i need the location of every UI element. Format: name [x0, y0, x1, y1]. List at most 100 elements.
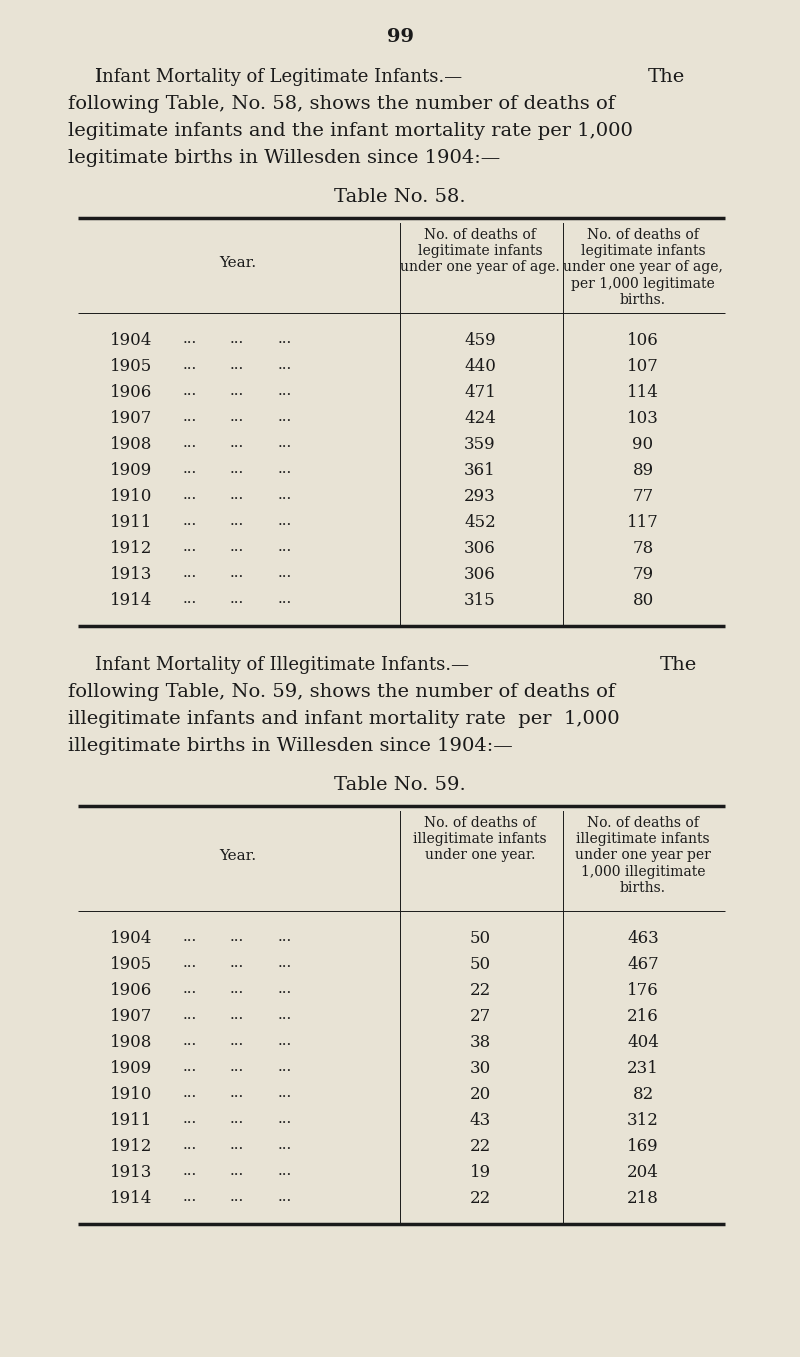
Text: ...: ...	[183, 1034, 198, 1048]
Text: 315: 315	[464, 592, 496, 609]
Text: 176: 176	[627, 982, 659, 999]
Text: 1912: 1912	[110, 540, 152, 556]
Text: ...: ...	[278, 384, 292, 398]
Text: illegitimate births in Willesden since 1904:—: illegitimate births in Willesden since 1…	[68, 737, 513, 754]
Text: ...: ...	[230, 540, 244, 554]
Text: No. of deaths of
illegitimate infants
under one year.: No. of deaths of illegitimate infants un…	[413, 816, 547, 863]
Text: 19: 19	[470, 1164, 490, 1181]
Text: 463: 463	[627, 930, 659, 947]
Text: 22: 22	[470, 982, 490, 999]
Text: 216: 216	[627, 1008, 659, 1025]
Text: legitimate births in Willesden since 1904:—: legitimate births in Willesden since 190…	[68, 149, 500, 167]
Text: ...: ...	[230, 1139, 244, 1152]
Text: ...: ...	[278, 1139, 292, 1152]
Text: 1911: 1911	[110, 1111, 152, 1129]
Text: ...: ...	[230, 592, 244, 607]
Text: ...: ...	[183, 1139, 198, 1152]
Text: The: The	[648, 68, 686, 85]
Text: ...: ...	[230, 332, 244, 346]
Text: 1908: 1908	[110, 1034, 152, 1052]
Text: Infant Mortality of Legitimate Infants.—: Infant Mortality of Legitimate Infants.—	[95, 68, 462, 85]
Text: ...: ...	[183, 358, 198, 372]
Text: 306: 306	[464, 566, 496, 584]
Text: ...: ...	[230, 1111, 244, 1126]
Text: ...: ...	[278, 514, 292, 528]
Text: ...: ...	[230, 461, 244, 476]
Text: 80: 80	[632, 592, 654, 609]
Text: No. of deaths of
illegitimate infants
under one year per
1,000 illegitimate
birt: No. of deaths of illegitimate infants un…	[575, 816, 711, 894]
Text: ...: ...	[278, 461, 292, 476]
Text: ...: ...	[183, 1164, 198, 1178]
Text: ...: ...	[278, 436, 292, 451]
Text: 78: 78	[632, 540, 654, 556]
Text: 1904: 1904	[110, 930, 152, 947]
Text: ...: ...	[230, 1060, 244, 1073]
Text: ...: ...	[183, 514, 198, 528]
Text: 22: 22	[470, 1139, 490, 1155]
Text: 1912: 1912	[110, 1139, 152, 1155]
Text: 1906: 1906	[110, 384, 152, 402]
Text: 467: 467	[627, 955, 659, 973]
Text: ...: ...	[230, 514, 244, 528]
Text: 1906: 1906	[110, 982, 152, 999]
Text: 89: 89	[633, 461, 654, 479]
Text: 38: 38	[470, 1034, 490, 1052]
Text: ...: ...	[278, 332, 292, 346]
Text: 1911: 1911	[110, 514, 152, 531]
Text: legitimate infants and the infant mortality rate per 1,000: legitimate infants and the infant mortal…	[68, 122, 633, 140]
Text: 1905: 1905	[110, 358, 152, 375]
Text: ...: ...	[183, 1190, 198, 1204]
Text: 1913: 1913	[110, 566, 152, 584]
Text: following Table, No. 58, shows the number of deaths of: following Table, No. 58, shows the numbe…	[68, 95, 615, 113]
Text: ...: ...	[278, 955, 292, 970]
Text: 1910: 1910	[110, 489, 152, 505]
Text: 77: 77	[632, 489, 654, 505]
Text: The: The	[660, 655, 698, 674]
Text: ...: ...	[230, 1034, 244, 1048]
Text: No. of deaths of
legitimate infants
under one year of age,
per 1,000 legitimate
: No. of deaths of legitimate infants unde…	[563, 228, 723, 307]
Text: ...: ...	[278, 410, 292, 423]
Text: ...: ...	[230, 1008, 244, 1022]
Text: ...: ...	[230, 489, 244, 502]
Text: following Table, No. 59, shows the number of deaths of: following Table, No. 59, shows the numbe…	[68, 683, 615, 702]
Text: ...: ...	[278, 489, 292, 502]
Text: ...: ...	[278, 566, 292, 579]
Text: 169: 169	[627, 1139, 659, 1155]
Text: ...: ...	[183, 489, 198, 502]
Text: 107: 107	[627, 358, 659, 375]
Text: 22: 22	[470, 1190, 490, 1206]
Text: 471: 471	[464, 384, 496, 402]
Text: ...: ...	[183, 384, 198, 398]
Text: Year.: Year.	[219, 256, 257, 270]
Text: 1909: 1909	[110, 1060, 152, 1077]
Text: ...: ...	[230, 1164, 244, 1178]
Text: ...: ...	[183, 332, 198, 346]
Text: 359: 359	[464, 436, 496, 453]
Text: 1913: 1913	[110, 1164, 152, 1181]
Text: ...: ...	[230, 930, 244, 944]
Text: ...: ...	[183, 930, 198, 944]
Text: 452: 452	[464, 514, 496, 531]
Text: ...: ...	[183, 410, 198, 423]
Text: ...: ...	[278, 540, 292, 554]
Text: 1907: 1907	[110, 1008, 152, 1025]
Text: 1908: 1908	[110, 436, 152, 453]
Text: 103: 103	[627, 410, 659, 427]
Text: 30: 30	[470, 1060, 490, 1077]
Text: Table No. 58.: Table No. 58.	[334, 189, 466, 206]
Text: 90: 90	[633, 436, 654, 453]
Text: ...: ...	[278, 1111, 292, 1126]
Text: ...: ...	[183, 540, 198, 554]
Text: ...: ...	[230, 436, 244, 451]
Text: 204: 204	[627, 1164, 659, 1181]
Text: ...: ...	[230, 982, 244, 996]
Text: ...: ...	[278, 592, 292, 607]
Text: Year.: Year.	[219, 849, 257, 863]
Text: 306: 306	[464, 540, 496, 556]
Text: 440: 440	[464, 358, 496, 375]
Text: 117: 117	[627, 514, 659, 531]
Text: ...: ...	[183, 955, 198, 970]
Text: I: I	[95, 68, 102, 85]
Text: 79: 79	[633, 566, 654, 584]
Text: ...: ...	[230, 358, 244, 372]
